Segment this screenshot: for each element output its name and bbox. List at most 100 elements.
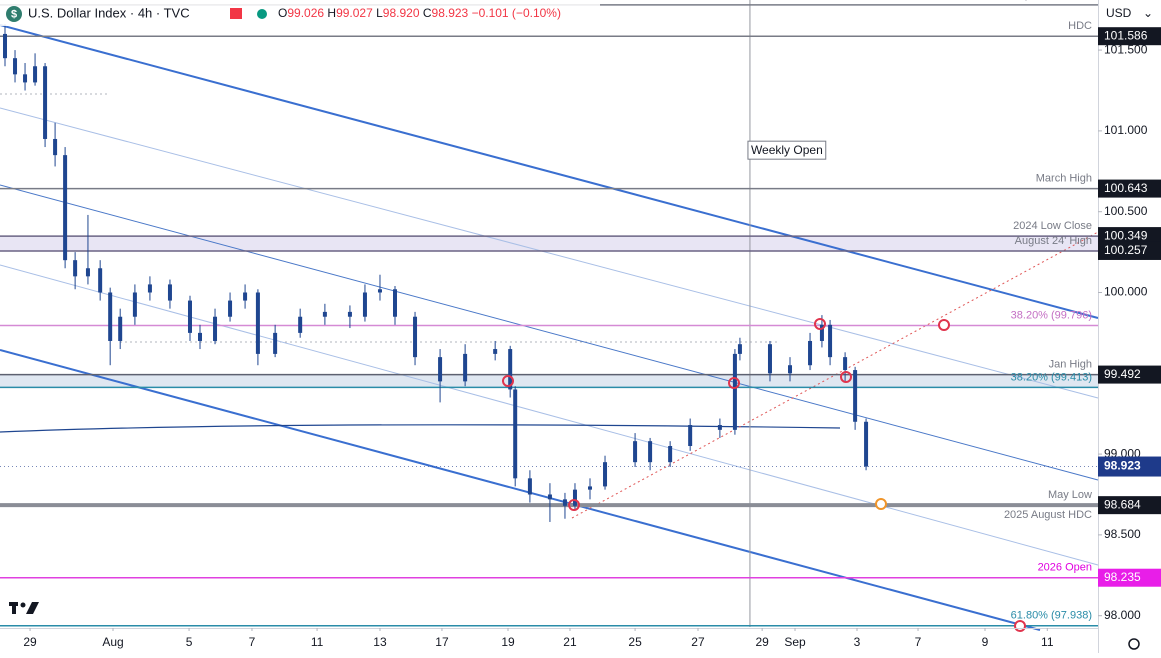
settings-icon[interactable]	[1128, 638, 1140, 650]
level-label: May Low	[1048, 489, 1092, 501]
candle-body	[255, 292, 260, 354]
candle-body	[547, 494, 552, 500]
logo-part	[12, 602, 16, 614]
y-tick-label: 101.500	[1104, 42, 1148, 56]
candle-body	[85, 268, 90, 277]
x-tick-label: 5	[186, 635, 193, 649]
y-tick-label: 101.000	[1104, 123, 1148, 137]
candle-body	[13, 58, 18, 75]
target-marker	[875, 498, 887, 510]
quote-change: −0.101 (−0.10%)	[472, 6, 561, 20]
x-tick-label: 7	[915, 635, 922, 649]
channel-midline	[0, 184, 1099, 481]
pivot-marker	[728, 377, 740, 389]
symbol-icon-text: $	[11, 8, 17, 20]
quote-value: 99.026	[287, 6, 324, 20]
candle-body	[23, 74, 28, 83]
event-label: Weekly Open	[751, 143, 823, 157]
candle-body	[53, 138, 58, 156]
quote-key: L	[376, 6, 383, 20]
candle-body	[513, 389, 518, 479]
candle-body	[732, 353, 737, 430]
level-label: Jan High	[1049, 358, 1092, 370]
candle-body	[298, 316, 303, 333]
price-label: 99.492	[1104, 367, 1141, 381]
candle-body	[73, 260, 78, 277]
candle-body	[633, 441, 638, 463]
x-tick-label: 21	[563, 635, 577, 649]
zone	[0, 374, 1098, 388]
level-label: August 24' High	[1015, 235, 1092, 247]
logo-part	[26, 602, 39, 614]
level-label: 38.20% (99.796)	[1011, 309, 1092, 321]
candle-body	[243, 292, 248, 301]
candle-body	[562, 499, 567, 506]
last-price-label: 98.923	[1104, 459, 1141, 473]
quote-value: 98.920	[383, 6, 420, 20]
candle-body	[572, 489, 577, 506]
candle-body	[788, 365, 793, 374]
zone	[0, 236, 1098, 251]
candle-body	[167, 284, 172, 301]
currency-box[interactable]	[1100, 2, 1159, 26]
candle-body	[767, 344, 772, 374]
candle-body	[688, 425, 693, 447]
channel-line	[0, 107, 1099, 399]
x-tick-label: 29	[23, 635, 37, 649]
price-label: 98.684	[1104, 497, 1141, 511]
tv-logo	[9, 602, 39, 614]
plot	[3, 24, 869, 522]
x-tick-label: 25	[628, 635, 642, 649]
x-tick-label: 3	[854, 635, 861, 649]
candle-body	[187, 300, 192, 333]
candle-body	[63, 155, 68, 261]
level-label: March High	[1036, 172, 1092, 184]
candle-body	[808, 340, 813, 366]
candle-body	[322, 311, 327, 317]
candle-body	[362, 292, 367, 317]
price-label-box	[1098, 241, 1161, 260]
x-tick-label: 9	[982, 635, 989, 649]
last-price-box	[1098, 456, 1161, 477]
candle-body	[463, 353, 468, 382]
candle-body	[717, 425, 722, 430]
candle-body	[393, 289, 398, 317]
price-label-box	[1098, 179, 1161, 198]
pivot-marker	[840, 371, 852, 383]
price-label-box	[1098, 227, 1161, 246]
candle-body	[648, 441, 653, 463]
candle-body	[493, 349, 498, 354]
candle-body	[737, 344, 742, 354]
candle-body	[347, 311, 352, 317]
candle-body	[98, 268, 103, 293]
channel-lower	[0, 349, 1041, 631]
quote-key: C	[423, 6, 432, 20]
x-tick-label: 11	[311, 635, 324, 649]
candle-body	[864, 421, 869, 467]
currency[interactable]: USD	[1106, 6, 1132, 20]
candle-body	[43, 66, 48, 139]
y-tick-label: 98.500	[1104, 527, 1141, 541]
level-label: 61.80% (97.938)	[1011, 610, 1092, 622]
logo-part	[20, 602, 26, 608]
pivot-marker	[502, 375, 514, 387]
price-label-box	[1098, 27, 1161, 46]
candle-body	[588, 486, 593, 490]
level-sublabel: 2025 August HDC	[1004, 509, 1092, 521]
candle-body	[213, 316, 218, 341]
candle-body	[438, 357, 443, 382]
target-marker	[1014, 620, 1026, 632]
x-tick-label: 27	[691, 635, 705, 649]
x-tick-label: 11	[1041, 635, 1054, 649]
pivot-marker	[568, 499, 580, 511]
price-label-box	[1098, 496, 1161, 515]
candle-body	[413, 316, 418, 358]
x-tick-label: 29	[755, 635, 769, 649]
currency-caret[interactable]: ⌄	[1143, 6, 1153, 20]
level-label: September HDC	[1011, 0, 1092, 1]
x-tick-label: 17	[435, 635, 449, 649]
y-tick-label: 98.000	[1104, 608, 1141, 622]
flag	[230, 8, 242, 19]
candle-body	[118, 316, 123, 341]
price-label-box	[1098, 568, 1161, 587]
